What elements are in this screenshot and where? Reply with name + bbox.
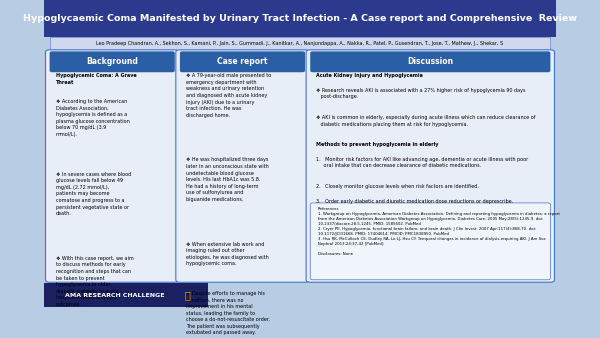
FancyBboxPatch shape: [176, 50, 309, 282]
Text: ❖ Despite efforts to manage his
condition, there was no
improvement in his menta: ❖ Despite efforts to manage his conditio…: [186, 291, 270, 335]
Text: ❖ Research reveals AKI is associated with a 27% higher risk of hypoglycemia 90 d: ❖ Research reveals AKI is associated wit…: [316, 88, 526, 99]
Text: Methods to prevent hypoglycemia in elderly: Methods to prevent hypoglycemia in elder…: [316, 142, 439, 147]
FancyBboxPatch shape: [50, 51, 175, 72]
Text: Discussion: Discussion: [407, 57, 454, 66]
Text: Hypoglycemic Coma: A Grave
Threat: Hypoglycemic Coma: A Grave Threat: [56, 73, 136, 85]
Text: Background: Background: [86, 57, 138, 66]
Text: AMA RESEARCH CHALLENGE: AMA RESEARCH CHALLENGE: [65, 293, 164, 298]
Text: 3.   Order early diabetic and diuretic medication dose reductions or deprescribe: 3. Order early diabetic and diuretic med…: [316, 199, 514, 203]
Text: Case report: Case report: [217, 57, 268, 66]
FancyBboxPatch shape: [310, 51, 550, 72]
Text: ❖ A 79-year-old male presented to
emergency department with
weakness and urinary: ❖ A 79-year-old male presented to emerge…: [186, 73, 271, 118]
Text: References
1. Workgroup on Hypoglycemia, American Diabetes Association. Defining: References 1. Workgroup on Hypoglycemia,…: [318, 207, 560, 256]
FancyBboxPatch shape: [46, 50, 179, 282]
Text: ❖ When extensive lab work and
imaging ruled out other
etiologies, he was diagnos: ❖ When extensive lab work and imaging ru…: [186, 242, 269, 266]
Text: ❖ With this case report, we aim
to discuss methods for early
recognition and ste: ❖ With this case report, we aim to discu…: [56, 256, 133, 307]
FancyBboxPatch shape: [44, 0, 556, 37]
FancyBboxPatch shape: [180, 51, 305, 72]
Text: 🔥: 🔥: [185, 290, 191, 300]
FancyBboxPatch shape: [306, 50, 554, 282]
FancyBboxPatch shape: [50, 37, 550, 51]
Text: Leo Pradeep Chandran, A., Sekhon, S., Kamani, P., Jain, S., Gummadi, J., Kanitka: Leo Pradeep Chandran, A., Sekhon, S., Ka…: [97, 42, 503, 46]
Text: ❖ In severe cases where blood
glucose levels fall below 49
mg/dL (2.72 mmol/L),
: ❖ In severe cases where blood glucose le…: [56, 172, 131, 216]
Text: ❖ According to the American
Diabetes Association,
hypoglycemia is defined as a
p: ❖ According to the American Diabetes Ass…: [56, 99, 130, 137]
Text: Hypoglycaemic Coma Manifested by Urinary Tract Infection - A Case report and Com: Hypoglycaemic Coma Manifested by Urinary…: [23, 14, 577, 23]
FancyBboxPatch shape: [44, 283, 208, 308]
Text: 2.   Closely monitor glucose levels when risk factors are identified.: 2. Closely monitor glucose levels when r…: [316, 184, 479, 189]
FancyBboxPatch shape: [310, 203, 550, 280]
Text: Acute Kidney Injury and Hypoglycemia: Acute Kidney Injury and Hypoglycemia: [316, 73, 423, 78]
Text: 1.   Monitor risk factors for AKI like advancing age, dementia or acute illness : 1. Monitor risk factors for AKI like adv…: [316, 157, 529, 168]
Text: ❖ AKI is common in elderly, especially during acute illness which can reduce cle: ❖ AKI is common in elderly, especially d…: [316, 115, 536, 127]
Text: ❖ He was hospitalized three days
later in an unconscious state with
undetectable: ❖ He was hospitalized three days later i…: [186, 158, 269, 202]
